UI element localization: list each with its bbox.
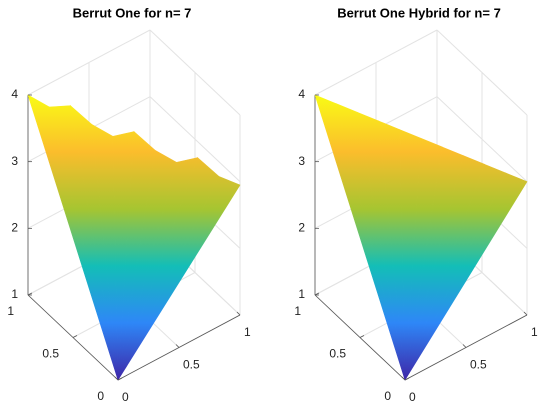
z-tick-label: 3: [298, 154, 305, 168]
z-tick-label: 2: [11, 221, 18, 235]
x-tick-label: 1: [531, 325, 538, 339]
tick-mark: [359, 335, 365, 338]
tick-mark: [401, 376, 406, 381]
x-tick-label: 1: [244, 325, 251, 339]
x-tick-label: 0: [122, 390, 129, 404]
x-tick-label: 0.5: [183, 358, 200, 372]
tick-mark: [523, 311, 528, 316]
z-tick-label: 1: [11, 287, 18, 301]
y-tick-label: 0.5: [42, 347, 59, 361]
tick-mark: [27, 292, 33, 296]
z-tick-label: 3: [11, 154, 18, 168]
y-tick-label: 0: [384, 389, 391, 403]
surface-patch: [404, 172, 528, 381]
tick-mark: [404, 377, 410, 381]
z-tick-label: 4: [11, 87, 18, 101]
tick-mark: [117, 377, 123, 381]
z-tick-label: 2: [298, 221, 305, 235]
z-tick-label: 1: [298, 287, 305, 301]
surface-patch: [117, 175, 241, 381]
chart-title: Berrut One for n= 7: [73, 5, 192, 20]
y-tick-label: 0: [97, 389, 104, 403]
tick-mark: [175, 344, 180, 348]
chart-title: Berrut One Hybrid for n= 7: [337, 5, 501, 20]
tick-mark: [462, 344, 467, 348]
y-tick-label: 1: [294, 304, 301, 318]
tick-mark: [236, 311, 241, 316]
tick-mark: [72, 335, 78, 338]
y-tick-label: 0.5: [329, 347, 346, 361]
x-tick-label: 0.5: [470, 358, 487, 372]
z-tick-label: 4: [298, 87, 305, 101]
tick-mark: [114, 376, 119, 381]
tick-mark: [314, 292, 320, 296]
x-tick-label: 0: [409, 390, 416, 404]
y-tick-label: 1: [7, 304, 14, 318]
